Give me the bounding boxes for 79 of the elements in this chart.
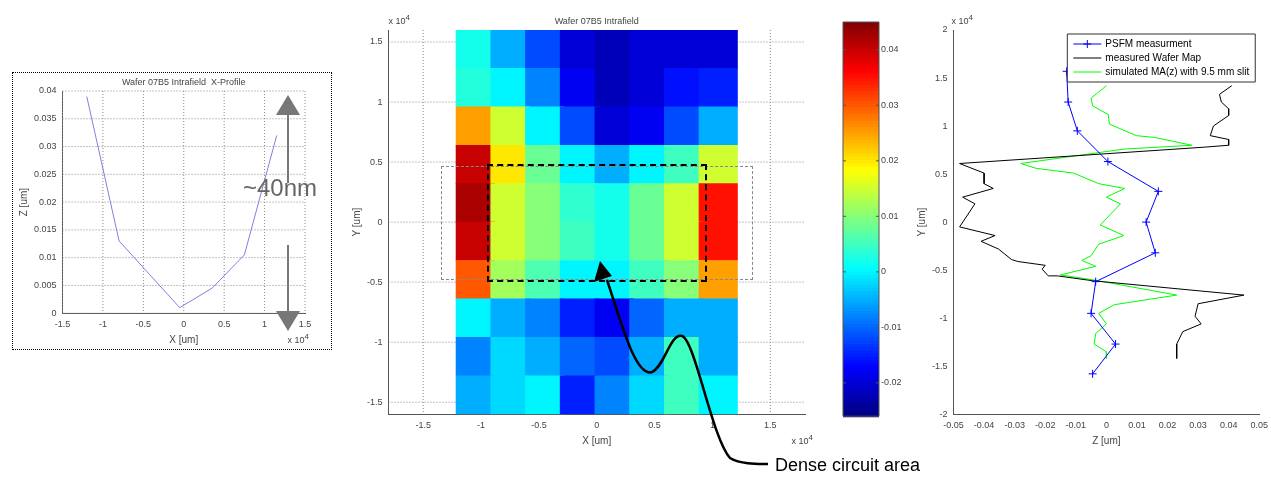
x-tick-label: 1 (709, 420, 715, 431)
y-axis-title: Y [um] (915, 207, 927, 237)
color-bar-label: 0.01 (881, 210, 899, 221)
x-tick-label: -1 (98, 319, 107, 330)
x-tick-label: 0.03 (1189, 420, 1207, 431)
y-tick-label: 0 (51, 307, 57, 318)
y-tick-label: 0.025 (33, 168, 57, 179)
y-tick-label: -0.5 (931, 264, 948, 275)
x-axis-title: X [um] (169, 333, 199, 345)
y-tick-label: 0.035 (33, 113, 57, 124)
point (1091, 277, 1101, 287)
x-tick-label: 0 (181, 319, 187, 330)
legend-label: measured Wafer Map (1105, 51, 1202, 63)
y-tick-label: 1 (377, 96, 383, 107)
y-tick-label: 0.5 (934, 168, 948, 179)
color-bar-label: 0.04 (881, 44, 899, 55)
x-tick-label: 1 (262, 319, 268, 330)
legend-label: simulated MA(z) with 9.5 mm slit (1105, 65, 1250, 77)
x-tick-label: -0.04 (973, 420, 995, 431)
y-tick-label: 0 (942, 216, 948, 227)
color-bar-label: 0 (881, 266, 887, 277)
text: Dense circuit area (775, 455, 921, 476)
chart-title: Wafer 07B5 Intrafield X-Profile (121, 76, 246, 87)
y-tick-label: 0.02 (38, 196, 57, 207)
x-tick-label: 1.5 (764, 420, 777, 431)
x-tick-label: 0.5 (217, 319, 231, 330)
x-tick-label: -0.01 (1065, 420, 1087, 431)
color-bar-label: -0.02 (881, 377, 902, 388)
point (1111, 339, 1121, 349)
point (1088, 369, 1098, 379)
x-tick-label: -1 (477, 420, 486, 431)
point (1153, 186, 1163, 196)
x-tick-label: -1.5 (415, 420, 431, 431)
x-tick-label: 1.5 (298, 319, 312, 330)
point (1141, 217, 1151, 227)
y-tick-label: 2 (942, 24, 948, 35)
point (1103, 157, 1113, 167)
point (1063, 97, 1073, 107)
x-tick-label: -1.5 (54, 319, 71, 330)
color-bar-label: 0.02 (881, 155, 899, 166)
point (1086, 308, 1096, 318)
x-tick-label: 0.01 (1128, 420, 1146, 431)
y-tick-label: -1.5 (931, 360, 948, 371)
y-tick-label: -1 (374, 336, 383, 347)
y-tick-label: 0.005 (33, 279, 57, 290)
x-tick-label: -0.5 (531, 420, 547, 431)
x-axis-title: X [um] (582, 434, 612, 446)
legend-label: PSFM measurment (1105, 37, 1192, 49)
y-axis-title: Z [um] (17, 187, 29, 217)
y-tick-label: 0.5 (369, 156, 383, 167)
y-tick-label: 1 (942, 120, 948, 131)
chart-title: Wafer 07B5 Intrafield (554, 15, 639, 26)
y-tick-label: 0 (377, 216, 383, 227)
y-tick-label: -0.5 (366, 276, 383, 287)
y-tick-label: -1 (939, 312, 948, 323)
y-tick-label: -2 (939, 408, 948, 419)
x-axis-title: Z [um] (1092, 434, 1121, 446)
x-tick-label: 0.02 (1158, 420, 1177, 431)
y-tick-label: 0.01 (38, 252, 57, 263)
annotation: ~40nm (243, 174, 318, 202)
x-tick-label: 0 (1103, 420, 1109, 431)
x-tick-label: 0.5 (648, 420, 661, 431)
color-bar-label: 0.03 (881, 99, 899, 110)
x-tick-label: 0 (594, 420, 600, 431)
x-tick-label: 0.05 (1250, 420, 1269, 431)
y-tick-label: 1.5 (934, 72, 948, 83)
y-tick-label: 0.015 (33, 224, 57, 235)
y-tick-label: 1.5 (369, 36, 383, 47)
point (1150, 248, 1160, 258)
x-tick-label: -0.02 (1034, 420, 1056, 431)
x-tick-label: -0.03 (1004, 420, 1025, 431)
point (1072, 126, 1082, 136)
x-tick-label: -0.05 (943, 420, 964, 431)
y-tick-label: 0.04 (38, 85, 57, 96)
x-tick-label: -0.5 (135, 319, 152, 330)
y-axis-title: Y [um] (350, 207, 362, 237)
x-tick-label: 0.04 (1219, 420, 1238, 431)
y-tick-label: -1.5 (366, 396, 383, 407)
y-tick-label: 0.03 (38, 141, 57, 152)
